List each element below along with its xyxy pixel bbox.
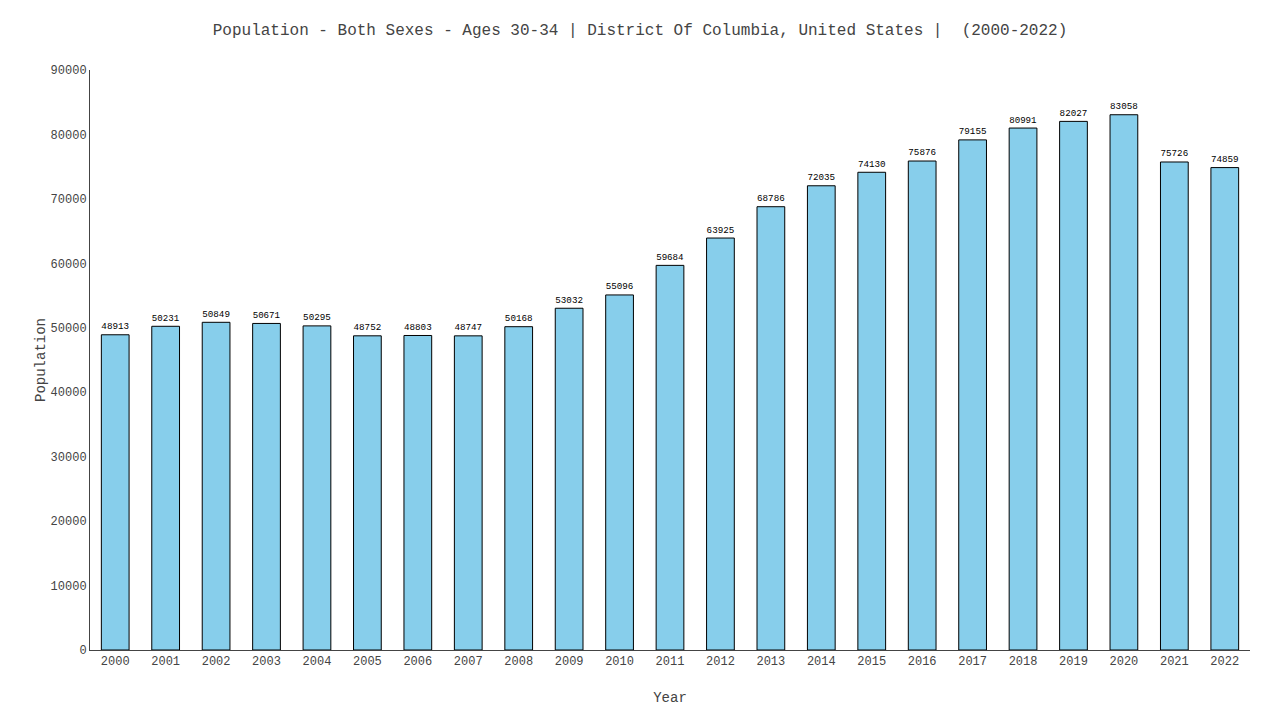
svg-text:2015: 2015 bbox=[857, 655, 886, 669]
svg-text:50000: 50000 bbox=[51, 322, 87, 336]
svg-text:2004: 2004 bbox=[303, 655, 332, 669]
svg-text:59684: 59684 bbox=[656, 252, 684, 263]
svg-text:50168: 50168 bbox=[505, 313, 533, 324]
svg-text:83058: 83058 bbox=[1110, 101, 1138, 112]
svg-text:80000: 80000 bbox=[51, 129, 87, 143]
svg-text:50849: 50849 bbox=[202, 309, 230, 320]
svg-text:2013: 2013 bbox=[756, 655, 785, 669]
svg-text:2019: 2019 bbox=[1059, 655, 1088, 669]
svg-text:2017: 2017 bbox=[958, 655, 987, 669]
svg-text:2009: 2009 bbox=[555, 655, 584, 669]
svg-text:70000: 70000 bbox=[51, 193, 87, 207]
svg-text:2008: 2008 bbox=[504, 655, 533, 669]
svg-text:2014: 2014 bbox=[807, 655, 836, 669]
svg-text:68786: 68786 bbox=[757, 193, 785, 204]
svg-text:2012: 2012 bbox=[706, 655, 735, 669]
svg-text:75726: 75726 bbox=[1160, 148, 1188, 159]
svg-text:74130: 74130 bbox=[858, 159, 886, 170]
svg-text:63925: 63925 bbox=[707, 225, 735, 236]
svg-text:80991: 80991 bbox=[1009, 115, 1037, 126]
svg-text:2005: 2005 bbox=[353, 655, 382, 669]
svg-text:20000: 20000 bbox=[51, 515, 87, 529]
svg-text:74859: 74859 bbox=[1211, 154, 1239, 165]
svg-text:Year: Year bbox=[653, 690, 687, 706]
svg-text:75876: 75876 bbox=[908, 147, 936, 158]
svg-text:60000: 60000 bbox=[51, 258, 87, 272]
svg-text:48913: 48913 bbox=[101, 321, 129, 332]
svg-text:2016: 2016 bbox=[908, 655, 937, 669]
svg-text:2002: 2002 bbox=[202, 655, 231, 669]
svg-text:2001: 2001 bbox=[151, 655, 180, 669]
svg-text:30000: 30000 bbox=[51, 451, 87, 465]
svg-text:72035: 72035 bbox=[807, 172, 835, 183]
svg-text:48747: 48747 bbox=[454, 322, 482, 333]
svg-text:40000: 40000 bbox=[51, 386, 87, 400]
svg-text:2000: 2000 bbox=[101, 655, 130, 669]
svg-text:2022: 2022 bbox=[1210, 655, 1239, 669]
svg-text:50231: 50231 bbox=[152, 313, 180, 324]
svg-text:2018: 2018 bbox=[1009, 655, 1038, 669]
svg-text:Population: Population bbox=[33, 318, 49, 402]
svg-text:48803: 48803 bbox=[404, 322, 432, 333]
svg-text:2011: 2011 bbox=[656, 655, 685, 669]
svg-text:48752: 48752 bbox=[354, 322, 382, 333]
svg-text:Population - Both Sexes - Ages: Population - Both Sexes - Ages 30-34 | D… bbox=[213, 22, 1068, 40]
svg-text:50295: 50295 bbox=[303, 312, 331, 323]
svg-text:2007: 2007 bbox=[454, 655, 483, 669]
svg-text:55096: 55096 bbox=[606, 281, 634, 292]
svg-text:10000: 10000 bbox=[51, 580, 87, 594]
svg-text:0: 0 bbox=[79, 644, 86, 658]
svg-text:79155: 79155 bbox=[959, 126, 987, 137]
svg-text:90000: 90000 bbox=[51, 64, 87, 78]
svg-text:53032: 53032 bbox=[555, 295, 583, 306]
svg-text:82027: 82027 bbox=[1060, 108, 1088, 119]
svg-text:2010: 2010 bbox=[605, 655, 634, 669]
svg-text:2020: 2020 bbox=[1110, 655, 1139, 669]
svg-text:2021: 2021 bbox=[1160, 655, 1189, 669]
svg-text:2003: 2003 bbox=[252, 655, 281, 669]
svg-text:2006: 2006 bbox=[403, 655, 432, 669]
svg-text:50671: 50671 bbox=[253, 310, 281, 321]
